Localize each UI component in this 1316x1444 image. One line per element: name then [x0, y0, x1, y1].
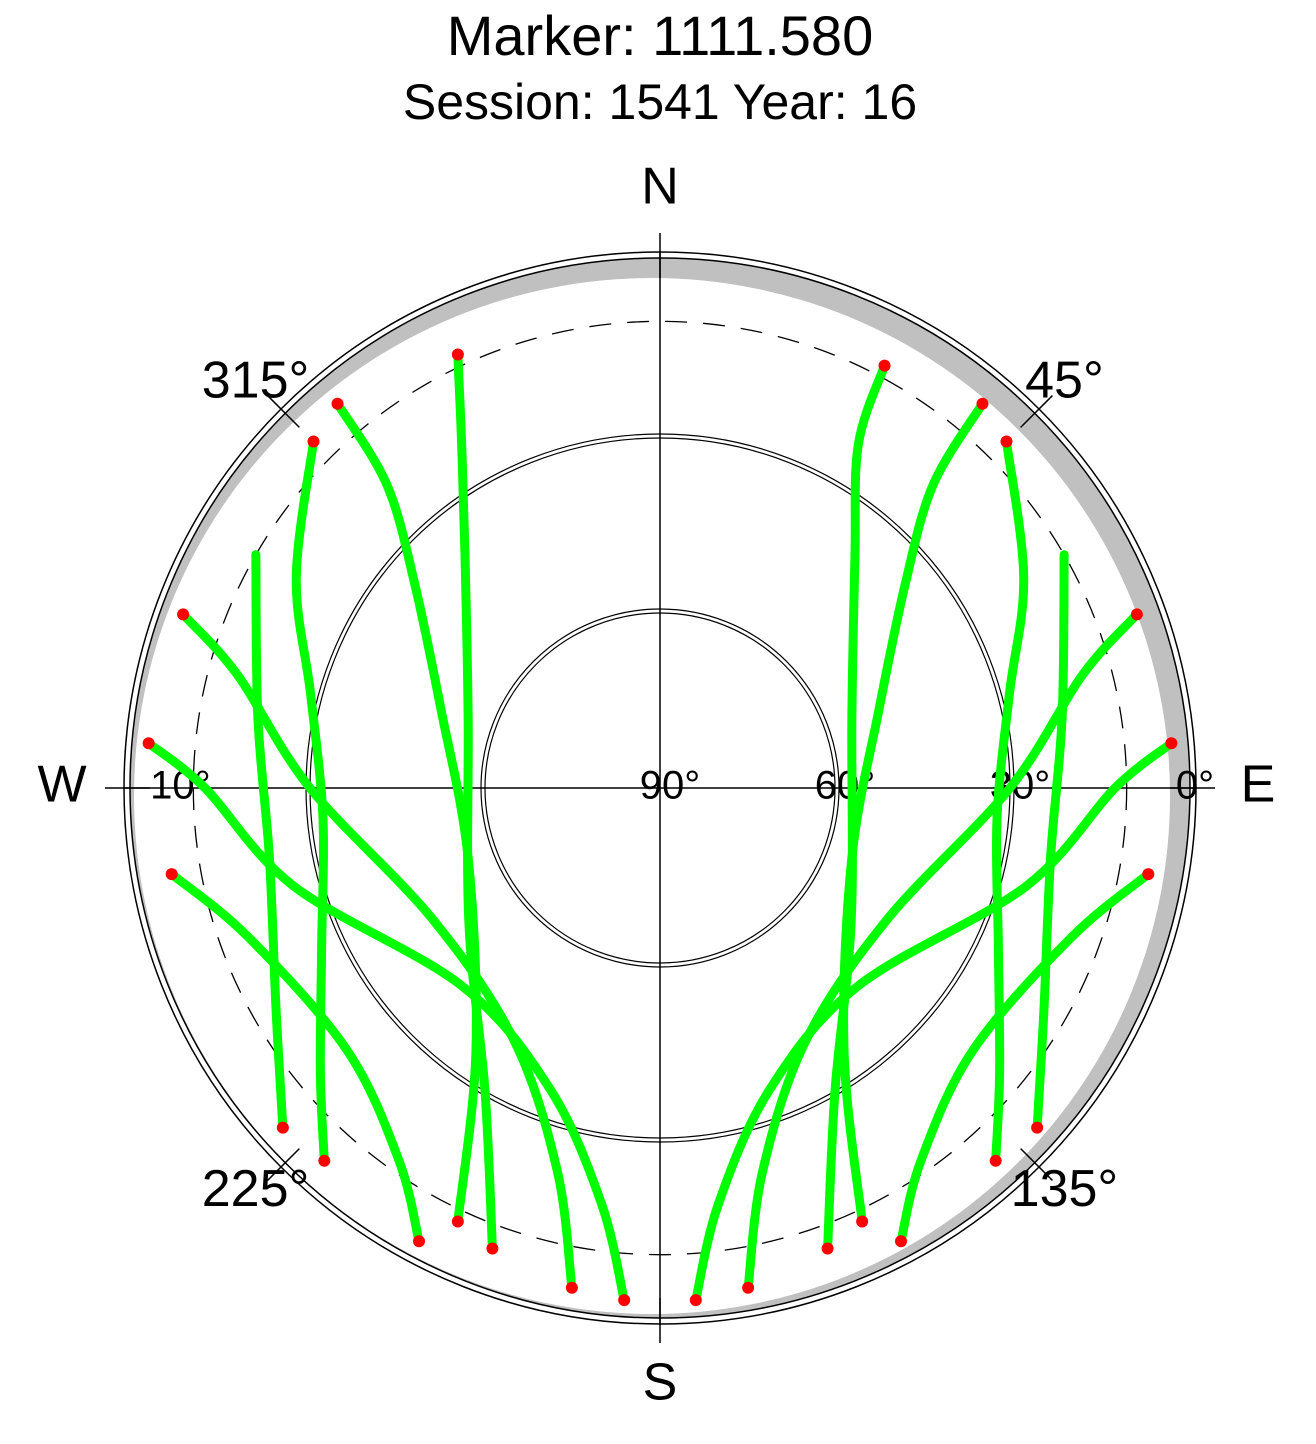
- below-mask-point: [451, 348, 464, 361]
- track: [839, 399, 987, 1227]
- below-mask-point: [1142, 868, 1155, 881]
- below-mask-point: [689, 1294, 702, 1307]
- track: [178, 609, 577, 1293]
- grid-circle: [484, 612, 836, 964]
- az-tick: [1020, 395, 1053, 428]
- az-label: E: [1241, 756, 1276, 814]
- below-mask-point: [1000, 435, 1013, 448]
- az-tick: [1020, 1148, 1053, 1181]
- below-mask-point: [565, 1281, 578, 1294]
- az-tick: [267, 1148, 300, 1181]
- below-mask-point: [989, 1154, 1002, 1167]
- grid-circle: [480, 608, 840, 968]
- chart-title: Marker: 1111.580: [447, 4, 873, 67]
- below-mask-point: [1130, 608, 1143, 621]
- az-label: W: [37, 756, 86, 814]
- track: [333, 399, 481, 1227]
- az-label: S: [643, 1354, 678, 1412]
- below-mask-point: [618, 1294, 631, 1307]
- below-mask-point: [1165, 737, 1178, 750]
- below-mask-point: [318, 1154, 331, 1167]
- az-label: 315°: [202, 351, 310, 409]
- below-mask-point: [413, 1235, 426, 1248]
- below-mask-point: [821, 1242, 834, 1255]
- track: [991, 437, 1029, 1166]
- track: [167, 869, 424, 1246]
- mask-clear: [134, 278, 1170, 1314]
- az-tick: [267, 395, 300, 428]
- below-mask-point: [976, 397, 989, 410]
- below-mask-point: [856, 1215, 869, 1228]
- below-mask-point: [331, 397, 344, 410]
- mask-circle: [192, 320, 1128, 1256]
- below-mask-point: [276, 1121, 289, 1134]
- below-mask-point: [742, 1281, 755, 1294]
- track: [251, 550, 288, 1133]
- az-label: N: [641, 158, 679, 216]
- track: [896, 869, 1153, 1246]
- track: [144, 738, 629, 1305]
- below-mask-point: [894, 1235, 907, 1248]
- az-label: 225°: [202, 1160, 310, 1218]
- track: [453, 349, 497, 1253]
- track: [691, 738, 1176, 1305]
- below-mask-point: [451, 1215, 464, 1228]
- below-mask-point: [177, 608, 190, 621]
- track: [743, 609, 1142, 1293]
- below-mask-point: [1031, 1121, 1044, 1134]
- az-label: 45°: [1025, 351, 1104, 409]
- track: [823, 361, 890, 1253]
- below-mask-point: [878, 359, 891, 372]
- az-label: 135°: [1011, 1160, 1119, 1218]
- r-tick-label: 90°: [640, 764, 701, 808]
- chart-subtitle: Session: 1541 Year: 16: [403, 74, 917, 130]
- below-mask-point: [307, 435, 320, 448]
- track: [291, 437, 329, 1166]
- below-mask-point: [165, 868, 178, 881]
- r-tick-label: 0°: [1176, 764, 1214, 808]
- below-mask-point: [486, 1242, 499, 1255]
- below-mask-point: [142, 737, 155, 750]
- track: [1032, 550, 1069, 1133]
